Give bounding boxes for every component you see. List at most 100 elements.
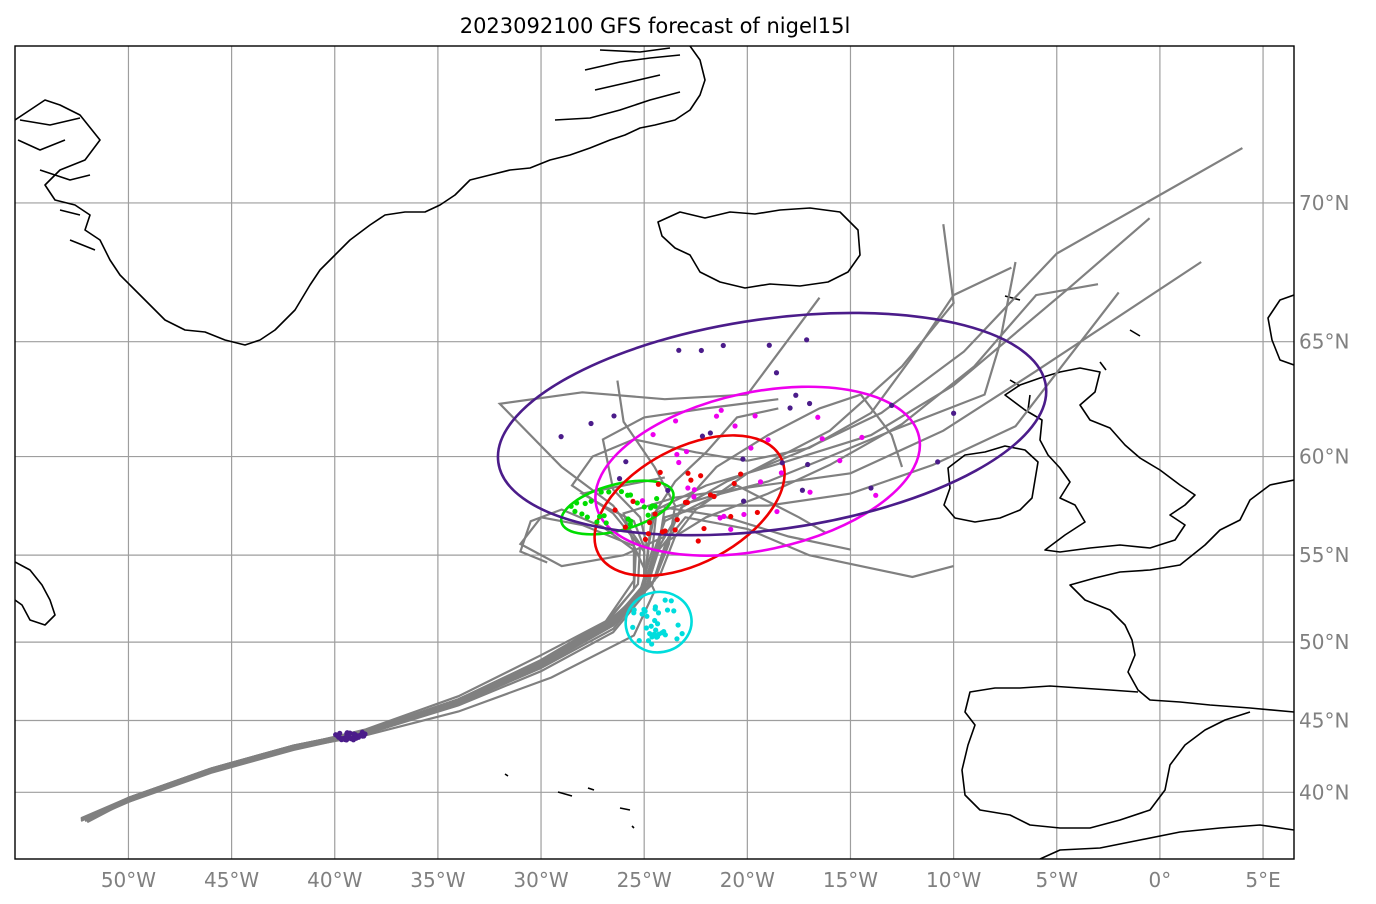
position-marker: [641, 504, 647, 510]
position-marker: [662, 632, 668, 638]
position-marker: [773, 370, 780, 376]
position-marker: [837, 458, 843, 464]
position-marker: [648, 505, 654, 511]
position-marker: [752, 413, 758, 419]
position-marker: [558, 434, 564, 440]
position-marker: [691, 487, 698, 493]
coastline-iberia: [961, 685, 1251, 829]
coastlines: [15, 46, 1294, 859]
probability-ellipse: [559, 479, 675, 536]
position-marker: [643, 625, 649, 631]
coastline-europe-north: [1069, 479, 1294, 713]
position-marker: [568, 503, 574, 509]
position-marker: [653, 627, 659, 633]
position-marker: [787, 405, 793, 411]
position-marker: [675, 622, 681, 628]
position-marker: [611, 413, 617, 419]
position-marker: [654, 496, 660, 502]
lat-tick-label: 50°N: [1299, 630, 1349, 654]
position-marker: [757, 479, 764, 485]
position-marker: [588, 420, 594, 427]
position-marker: [766, 342, 772, 348]
position-marker: [674, 451, 680, 458]
coastline-iceland: [657, 207, 861, 289]
position-marker: [691, 494, 697, 500]
position-marker: [634, 500, 640, 506]
position-marker: [699, 433, 706, 439]
position-marker: [799, 487, 806, 493]
position-marker: [741, 511, 747, 518]
lon-tick-label: 30°W: [513, 868, 568, 892]
position-marker: [672, 527, 678, 533]
probability-ellipses: [496, 311, 1048, 654]
position-marker: [748, 445, 754, 451]
coastline-labrador: [15, 561, 56, 626]
position-marker: [731, 480, 737, 487]
position-marker: [805, 461, 811, 468]
position-marker: [655, 481, 662, 487]
ensemble-track: [82, 297, 821, 821]
position-marker: [645, 531, 651, 537]
position-marker: [793, 392, 799, 398]
position-marker: [713, 413, 720, 419]
position-marker: [698, 473, 704, 479]
longitude-labels: 50°W 45°W 40°W 35°W 30°W 25°W 20°W 15°W 10°W 5°W 0…: [101, 868, 1281, 892]
position-marker: [649, 641, 655, 647]
position-marker: [340, 735, 347, 742]
position-marker: [651, 631, 657, 637]
position-marker: [335, 733, 341, 739]
ensemble-track: [80, 266, 1012, 820]
position-marker: [652, 503, 658, 509]
lat-tick-label: 70°N: [1299, 191, 1349, 215]
coastline-africa: [1039, 824, 1294, 859]
position-marker: [351, 731, 357, 737]
position-marker: [738, 471, 744, 477]
ensemble-track: [82, 261, 1017, 821]
position-marker: [707, 492, 714, 498]
lon-tick-label: 50°W: [101, 868, 156, 892]
position-marker: [662, 528, 668, 534]
position-marker: [804, 337, 810, 343]
position-markers: [333, 337, 957, 743]
position-marker: [639, 498, 646, 504]
position-marker: [579, 511, 585, 517]
position-marker: [584, 514, 590, 520]
coastline-greenland-fjords: [17, 47, 681, 251]
position-marker: [657, 469, 663, 475]
position-marker: [674, 636, 680, 642]
ensemble-track: [82, 407, 779, 821]
position-marker: [588, 498, 594, 504]
position-marker: [778, 470, 785, 476]
ensemble-track: [82, 484, 827, 821]
position-marker: [806, 400, 813, 407]
position-marker: [698, 347, 704, 354]
ensemble-track: [84, 291, 1120, 822]
probability-ellipse: [624, 590, 693, 654]
lon-tick-label: 5°E: [1245, 868, 1280, 892]
position-marker: [728, 526, 734, 532]
lat-tick-label: 55°N: [1299, 543, 1349, 567]
position-marker: [644, 613, 650, 619]
position-marker: [721, 513, 727, 519]
lat-tick-label: 65°N: [1299, 330, 1349, 354]
position-marker: [631, 607, 637, 613]
position-marker: [656, 631, 662, 637]
coastline-ireland: [943, 445, 1039, 523]
probability-ellipse: [594, 385, 922, 557]
position-marker: [672, 418, 679, 424]
lon-tick-label: 25°W: [617, 868, 672, 892]
position-marker: [774, 508, 780, 515]
position-marker: [819, 436, 825, 442]
position-marker: [601, 513, 607, 519]
position-marker: [688, 477, 694, 483]
position-marker: [594, 519, 600, 525]
lon-tick-label: 40°W: [307, 868, 362, 892]
position-marker: [642, 536, 649, 542]
coastline-great-britain: [1004, 367, 1196, 553]
position-marker: [674, 517, 680, 523]
lat-tick-label: 60°N: [1299, 445, 1349, 469]
position-marker: [676, 347, 682, 353]
coastline-norway: [1267, 294, 1294, 366]
position-marker: [671, 608, 677, 614]
ensemble-track: [80, 380, 677, 821]
